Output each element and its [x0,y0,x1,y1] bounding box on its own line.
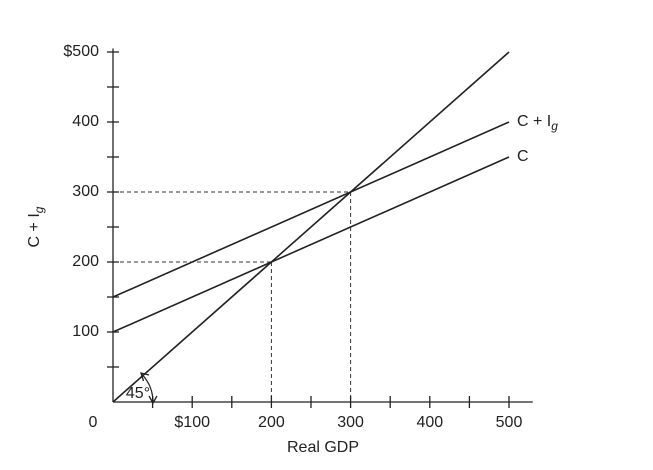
y-tick-label: 200 [72,253,99,270]
series-line [112,156,510,333]
y-tick-label: 300 [72,183,99,200]
arc-arrow [140,372,150,382]
x-tick-label: $100 [174,414,210,431]
x-tick-label: 200 [258,414,285,431]
y-axis-label: C + Ig [26,206,46,247]
x-tick-label: 0 [89,414,98,431]
angle-label: 45° [126,385,150,402]
x-axis-label: Real GDP [287,439,359,456]
series-line [112,51,510,403]
y-tick-label: $500 [63,43,99,60]
series-label: C + Ig [517,113,558,133]
x-tick-label: 500 [496,414,523,431]
series-line [112,121,510,298]
x-tick-label: 400 [416,414,443,431]
series-label: C [517,148,529,165]
x-tick-label: 300 [337,414,364,431]
y-tick-label: 100 [72,323,99,340]
y-tick-label: 400 [72,113,99,130]
